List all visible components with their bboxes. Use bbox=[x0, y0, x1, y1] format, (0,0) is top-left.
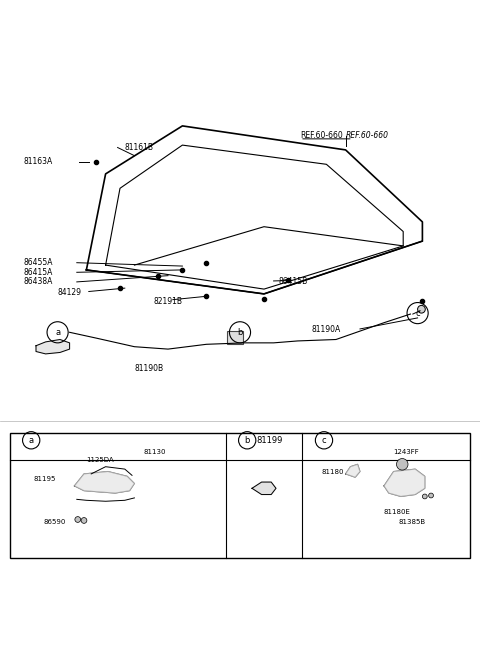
Circle shape bbox=[396, 458, 408, 470]
Polygon shape bbox=[252, 482, 276, 495]
Text: 81163A: 81163A bbox=[24, 157, 53, 166]
Text: REF.60-660: REF.60-660 bbox=[346, 131, 389, 140]
Text: 86455A: 86455A bbox=[24, 258, 53, 267]
Text: 1125DA: 1125DA bbox=[86, 457, 114, 462]
Text: 81195: 81195 bbox=[34, 476, 56, 481]
Circle shape bbox=[81, 517, 87, 523]
Text: 86438A: 86438A bbox=[24, 278, 53, 286]
Polygon shape bbox=[384, 469, 425, 496]
Text: 81161B: 81161B bbox=[125, 143, 154, 152]
Text: 81180: 81180 bbox=[322, 468, 344, 474]
Polygon shape bbox=[346, 464, 360, 477]
Text: 81130: 81130 bbox=[144, 449, 167, 455]
Text: 81385B: 81385B bbox=[398, 519, 426, 525]
Text: a: a bbox=[55, 328, 60, 337]
Text: 81199: 81199 bbox=[257, 436, 283, 445]
Text: 81180E: 81180E bbox=[384, 510, 411, 515]
Text: 1243FF: 1243FF bbox=[394, 449, 420, 455]
Circle shape bbox=[422, 494, 427, 499]
Bar bbox=[10, 433, 470, 558]
Text: c: c bbox=[322, 436, 326, 445]
Text: 86590: 86590 bbox=[43, 519, 66, 525]
Circle shape bbox=[429, 493, 433, 498]
Text: b: b bbox=[244, 436, 250, 445]
Circle shape bbox=[75, 517, 81, 523]
Text: b: b bbox=[237, 328, 243, 337]
Text: 84129: 84129 bbox=[58, 288, 82, 297]
Polygon shape bbox=[36, 339, 70, 354]
Text: 81190B: 81190B bbox=[134, 364, 164, 373]
Text: 86415B: 86415B bbox=[278, 278, 308, 286]
Text: REF.60-660: REF.60-660 bbox=[300, 131, 343, 140]
Polygon shape bbox=[74, 472, 134, 493]
FancyBboxPatch shape bbox=[227, 331, 243, 344]
Text: a: a bbox=[29, 436, 34, 445]
Text: 81190A: 81190A bbox=[312, 326, 341, 335]
Text: 86415A: 86415A bbox=[24, 268, 53, 277]
Text: c: c bbox=[415, 309, 420, 318]
Text: 82191B: 82191B bbox=[154, 297, 182, 306]
Circle shape bbox=[418, 305, 425, 313]
